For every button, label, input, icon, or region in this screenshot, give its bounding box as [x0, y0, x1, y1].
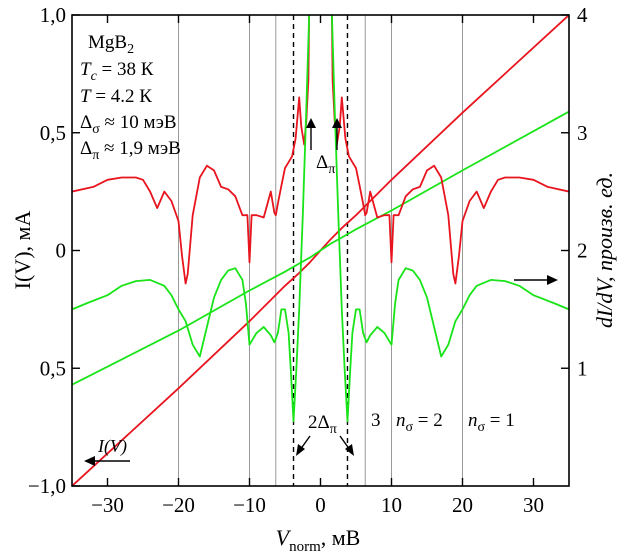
arrowhead-two-delta-left [296, 444, 305, 456]
param-material: MgB2 [88, 32, 134, 57]
arrowhead-two-delta-right [345, 444, 354, 456]
y-right-tick-label: 4 [577, 3, 588, 27]
series-group [72, 15, 569, 486]
arrowhead-right-axis [547, 275, 558, 285]
x-tick-label: −30 [91, 493, 124, 517]
parameter-box: MgB2 Tc = 38 К T = 4.2 К Δσ ≈ 10 мэВ Δπ … [80, 32, 181, 163]
label-delta-pi: Δπ [316, 152, 335, 177]
arrowhead-delta-pi-right [332, 118, 342, 128]
param-t: T = 4.2 К [80, 86, 152, 107]
y-right-tick-label: 1 [577, 356, 588, 380]
tick-group: −30 −20 −10 0 10 20 30 1,0 0,5 0 0,5 −1,0 4 3 2 1 [28, 3, 588, 517]
y-left-tick-label: 0,5 [40, 121, 66, 145]
x-tick-label: 20 [452, 493, 473, 517]
label-iv: I(V) [97, 436, 127, 457]
param-delta-pi: Δπ ≈ 1,9 мэВ [80, 138, 181, 163]
y-left-axis-title: I(V), мА [10, 211, 35, 290]
x-tick-label: 10 [381, 493, 402, 517]
iv-curve-green [72, 110, 569, 386]
annotation-group: Δπ 2Δπ 3 nσ = 2 nσ = 1 I(V) [84, 118, 558, 466]
param-tc: Tc = 38 К [80, 59, 154, 84]
x-axis-title: Vnorm, мВ [276, 525, 361, 553]
arrowhead-iv [84, 456, 95, 466]
y-left-tick-label: 1,0 [40, 3, 66, 27]
y-right-axis-title: dI/dV, произв. ед. [592, 172, 617, 328]
x-tick-label: −10 [233, 493, 266, 517]
x-tick-label: −20 [162, 493, 195, 517]
y-right-tick-label: 3 [577, 121, 588, 145]
y-left-tick-label: 0 [56, 239, 67, 263]
arrowhead-delta-pi-left [306, 118, 316, 128]
param-delta-sigma: Δσ ≈ 10 мэВ [80, 112, 177, 137]
didv-curve-red [72, 15, 569, 285]
y-left-tick-label: 0,5 [40, 356, 66, 380]
y-right-tick-label: 2 [577, 239, 588, 263]
x-tick-label: 30 [523, 493, 544, 517]
label-two-delta-pi: 2Δπ [308, 412, 337, 437]
didv-curve-green [72, 15, 569, 423]
x-tick-label: 0 [315, 493, 326, 517]
label-n-sigma-2: nσ = 2 [396, 410, 443, 435]
label-n-sigma-1: nσ = 1 [468, 410, 515, 435]
label-n3: 3 [371, 410, 381, 431]
y-left-tick-label: −1,0 [28, 474, 66, 498]
